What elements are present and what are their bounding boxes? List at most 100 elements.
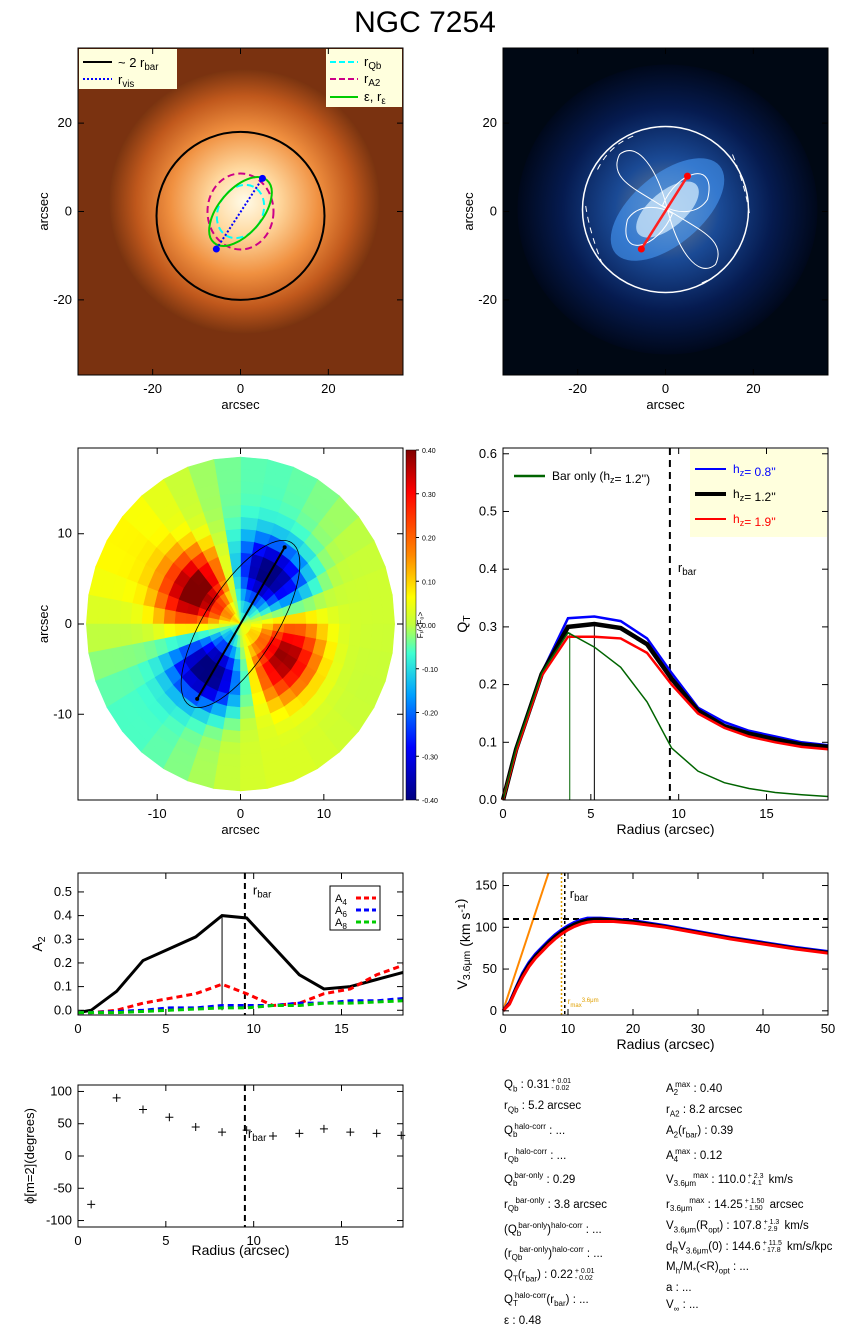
param-text: 3.6μm (673, 1224, 697, 1234)
x-tick-label: 0 (499, 806, 506, 821)
y-tick-label: 0.0 (54, 1002, 72, 1017)
param-row: Qbbar-only : 0.29 (504, 1168, 607, 1193)
heatmap-cell (86, 594, 100, 625)
x-tick-label: 5 (587, 806, 594, 821)
phase-point (346, 1128, 355, 1137)
heatmap-cell (141, 623, 155, 643)
y-tick-label: 0.0 (479, 792, 497, 807)
heatmap-cell (381, 594, 395, 625)
bar-endpoint (195, 696, 200, 701)
y-axis-label: ϕ[m=2](degrees) (22, 1108, 37, 1204)
param-row: Qbhalo-corr : ... (504, 1119, 607, 1144)
param-text: (r (504, 1248, 512, 1261)
heatmap-cell (86, 623, 100, 654)
y-tick-label: 10 (58, 526, 72, 541)
x-axis-label: Radius (arcsec) (191, 1242, 289, 1258)
param-text: ) (719, 1219, 724, 1232)
heatmap-cell (219, 741, 241, 756)
heatmap-cell (348, 600, 362, 625)
param-text: Q (504, 1174, 513, 1187)
qt-series-line (501, 635, 829, 801)
y-tick-label: 0.6 (479, 446, 497, 461)
param-text: km/s/kpc (783, 1240, 833, 1253)
y-tick-label: 100 (475, 919, 497, 934)
param-text: : 14.25 (704, 1198, 743, 1211)
heatmap-cell (240, 528, 257, 543)
heatmap-cell (152, 607, 165, 625)
param-text: V (678, 1240, 686, 1253)
heatmap-cell (141, 605, 155, 625)
x-tick-label: 10 (246, 1233, 260, 1248)
param-text: * (692, 1266, 696, 1276)
param-text: Qb (507, 1204, 519, 1214)
x-axis-label: Radius (arcsec) (616, 821, 714, 837)
heatmap-cell (222, 717, 241, 732)
x-tick-label: 50 (821, 1021, 835, 1036)
two-rbar-circle (155, 130, 326, 301)
param-text: halo-corr (552, 1245, 584, 1255)
param-row: V3.6μm(Ropt) : 107.8 + 1.3- 2.9 km/s (666, 1218, 832, 1239)
param-text: opt (718, 1266, 730, 1276)
heatmap-cell (163, 609, 176, 625)
param-text: Q (504, 1124, 513, 1137)
amplitude-series-line (78, 999, 404, 1015)
colorbar-tick-label: 0.30 (422, 492, 436, 499)
param-text: ) (697, 1124, 702, 1137)
y-tick-label: -20 (53, 292, 72, 307)
phase-point (372, 1129, 381, 1138)
param-text: : 107.8 (723, 1219, 762, 1232)
x-tick-label: 10 (246, 1021, 260, 1036)
param-row: A2max : 0.40 (666, 1077, 832, 1102)
x-axis-label: arcsec (646, 397, 685, 412)
param-text: ) (714, 1261, 719, 1274)
param-text: A (666, 1082, 674, 1095)
param-text: : 0.48 (509, 1314, 542, 1327)
y-axis-label: arcsec (36, 604, 51, 643)
phase-point (87, 1200, 96, 1209)
param-error: + 0.01- 0.02 (551, 1077, 572, 1092)
param-error: + 11.5- 17.8 (762, 1239, 782, 1254)
phase-point (269, 1131, 277, 1140)
heatmap-cell (240, 776, 268, 792)
param-row: r3.6μmmax : 14.25 + 1.50- 1.50 arcsec (666, 1193, 832, 1218)
param-row: A4max : 0.12 (666, 1144, 832, 1169)
contour-dashed (597, 134, 638, 170)
param-text: : 0.29 (543, 1174, 576, 1187)
bar-axis-line (196, 546, 286, 700)
y-axis-label: arcsec (461, 192, 476, 231)
param-row: A2(rbar) : 0.39 (666, 1123, 832, 1144)
contour-dashed (697, 249, 738, 285)
param-text: 3.6μm (673, 1179, 697, 1189)
x-tick-label: 0 (499, 1021, 506, 1036)
amplitude-series-line (78, 963, 404, 1015)
heatmap-cell (337, 623, 351, 646)
heatmap-cell (316, 607, 329, 625)
param-text: r (666, 1103, 670, 1116)
param-text: r (504, 1099, 508, 1112)
legend-box (79, 49, 177, 89)
heatmap-cell (305, 609, 318, 625)
colorbar-tick-label: -0.20 (422, 711, 438, 718)
phase-point (242, 1126, 251, 1135)
amplitude-series-line (77, 914, 404, 1015)
param-text: : ... (679, 1298, 699, 1311)
param-row: rA2 : 8.2 arcsec (666, 1102, 832, 1123)
param-text: halo-corr (514, 1121, 546, 1131)
phase-point (165, 1113, 174, 1122)
heatmap-cell (228, 682, 241, 696)
param-text: max (675, 1080, 691, 1089)
param-text: : 0.40 (690, 1082, 723, 1095)
contour (662, 173, 710, 213)
colorbar-tick-label: 0.10 (422, 579, 436, 586)
param-row: QT(rbar) : 0.22 + 0.01- 0.02 (504, 1267, 607, 1288)
rotation-series-line (501, 919, 829, 1012)
epsilon-ellipse (208, 176, 273, 247)
param-text: km/s (765, 1174, 793, 1187)
colorbar (405, 449, 417, 801)
heatmap-cell (240, 552, 253, 566)
y-tick-label: 0.5 (479, 503, 497, 518)
param-text: 2 (673, 1088, 679, 1098)
param-text: 3.6μm (685, 1245, 709, 1255)
param-text: : 5.2 arcsec (518, 1099, 582, 1112)
x-tick-label: -20 (143, 381, 162, 396)
